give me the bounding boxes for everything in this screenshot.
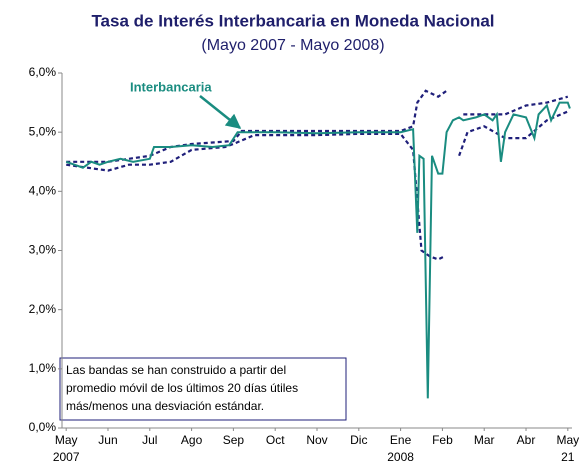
- x-tick-label: Mar: [474, 433, 495, 447]
- chart-subtitle: (Mayo 2007 - Mayo 2008): [201, 37, 384, 54]
- y-tick-label: 1,0%: [29, 361, 57, 375]
- x-tick-label: Feb: [432, 433, 453, 447]
- x-tick-label: Ene: [390, 433, 412, 447]
- chart-title: Tasa de Interés Interbancaria en Moneda …: [91, 11, 494, 30]
- y-tick-label: 0,0%: [29, 420, 57, 434]
- x-tick-label: Oct: [266, 433, 285, 447]
- x-tick-label: Jul: [142, 433, 157, 447]
- series-line: [66, 89, 569, 163]
- note-line: más/menos una desviación estándar.: [66, 399, 264, 413]
- x-tick-label: Abr: [517, 433, 536, 447]
- annotation-arrow: [199, 95, 242, 129]
- x-tick-label: Sep: [223, 433, 245, 447]
- x-tick-label: Dic: [350, 433, 367, 447]
- x-tick-label: Ago: [181, 433, 203, 447]
- y-tick-label: 4,0%: [29, 184, 57, 198]
- x-tick-label: 2008: [387, 450, 414, 464]
- y-tick-label: 6,0%: [29, 65, 57, 79]
- x-tick-label: May: [556, 433, 579, 447]
- x-tick-label: Nov: [306, 433, 327, 447]
- x-tick-label: 21: [561, 450, 575, 464]
- x-tick-label: Jun: [98, 433, 117, 447]
- note-line: promedio móvil de los últimos 20 días út…: [66, 381, 298, 395]
- series-label: Interbancaria: [130, 79, 212, 94]
- note-line: Las bandas se han construido a partir de…: [66, 363, 286, 377]
- x-tick-label: May: [55, 433, 78, 447]
- y-tick-label: 2,0%: [29, 302, 57, 316]
- x-tick-label: 2007: [53, 450, 80, 464]
- series-line: [65, 101, 571, 399]
- y-tick-label: 3,0%: [29, 243, 57, 257]
- note-box: [59, 357, 347, 421]
- y-tick-label: 5,0%: [29, 124, 57, 138]
